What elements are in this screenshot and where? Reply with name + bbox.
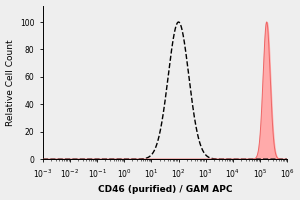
X-axis label: CD46 (purified) / GAM APC: CD46 (purified) / GAM APC [98, 185, 232, 194]
Y-axis label: Relative Cell Count: Relative Cell Count [6, 39, 15, 126]
